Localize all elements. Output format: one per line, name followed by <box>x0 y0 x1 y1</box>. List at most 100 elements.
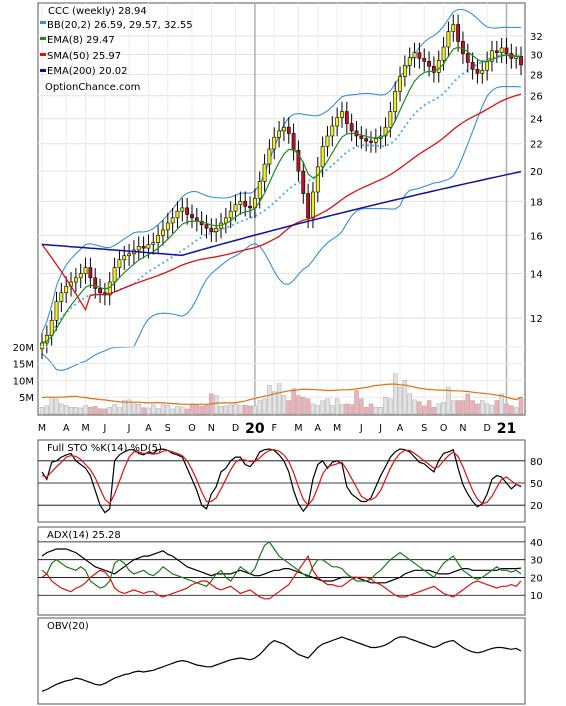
legend-swatch-bb <box>40 21 46 24</box>
candle-body <box>141 245 146 249</box>
volume-bar <box>480 400 485 415</box>
volume-bar <box>359 398 364 415</box>
volume-bar <box>301 397 306 415</box>
ema8-line <box>41 46 522 344</box>
stochastic-panel: 20 50 80 Full STO %K(14) %D(5) <box>37 439 543 523</box>
candle-body <box>393 91 398 112</box>
volume-bar <box>78 407 83 415</box>
volume-bar <box>146 407 151 415</box>
candle-body <box>519 56 523 66</box>
volume-bar <box>504 403 509 415</box>
legend-swatch-sma50 <box>40 53 46 56</box>
volume-bar <box>402 380 408 415</box>
candle-body <box>451 24 456 32</box>
volume-bar <box>513 407 519 415</box>
obv-panel-frame <box>37 617 526 705</box>
volume-bar <box>39 407 45 415</box>
panel-tick-label: 10 <box>530 591 543 602</box>
candle-body <box>296 150 301 172</box>
volume-bar <box>160 404 166 415</box>
volume-bar <box>330 405 335 415</box>
series-line <box>41 636 522 692</box>
volume-bar <box>228 404 233 415</box>
month-label: M <box>81 423 89 434</box>
candle-body <box>315 166 320 193</box>
candle-body <box>311 191 315 219</box>
month-label: N <box>208 423 215 434</box>
volume-bar <box>339 404 345 415</box>
candle-body <box>267 148 272 165</box>
candle-body <box>170 217 175 224</box>
volume-bar <box>455 400 461 415</box>
candle-body <box>117 259 122 268</box>
candle-body <box>446 31 451 48</box>
candle-body <box>214 227 219 233</box>
volume-bar <box>349 404 354 415</box>
candle-body <box>93 277 98 289</box>
candle-body <box>248 205 252 209</box>
price-tick-label: 12 <box>530 314 543 325</box>
series-line <box>41 448 522 514</box>
stochastic-title: Full STO %K(14) %D(5) <box>47 443 162 454</box>
volume-bar <box>378 407 383 415</box>
volume-bar <box>204 405 209 415</box>
candle-body <box>330 125 335 137</box>
candle-body <box>417 52 422 59</box>
series-line <box>41 449 522 507</box>
volume-bar <box>44 405 50 415</box>
volume-bar <box>213 395 219 415</box>
volume-bar <box>388 398 393 415</box>
volume-tick-label: 5M <box>19 393 34 404</box>
panel-tick-label: 50 <box>530 479 543 490</box>
month-axis: M A M J J A S O N D 20 F M A M J J A S O N D 21 <box>38 421 516 437</box>
candle-body <box>243 201 248 207</box>
candle-body <box>286 126 291 134</box>
month-label: 21 <box>497 421 516 437</box>
volume-bar <box>363 407 369 415</box>
candle-body <box>349 123 354 132</box>
volume-bar <box>407 393 412 415</box>
volume-bar <box>155 408 161 415</box>
volume-bar <box>112 404 117 415</box>
candle-body <box>432 65 436 73</box>
candle-body <box>494 50 499 53</box>
volume-bar <box>315 405 320 415</box>
price-tick-label: 20 <box>530 167 543 178</box>
series-line <box>41 548 522 584</box>
month-label: S <box>165 423 171 434</box>
candle-body <box>204 224 209 229</box>
candle-body <box>54 301 59 321</box>
candle-body <box>257 181 262 199</box>
volume-bar <box>286 400 291 415</box>
candle-body <box>465 53 470 63</box>
month-label: M <box>294 423 302 434</box>
candle-body <box>325 135 330 147</box>
legend-bb: BB(20,2) 26.59, 29.57, 32.55 <box>47 20 193 31</box>
legend-ema200: EMA(200) 20.02 <box>47 66 127 77</box>
volume-bar <box>422 405 427 415</box>
volume-bars <box>38 346 525 415</box>
candle-body <box>78 273 83 279</box>
legend-sma50: SMA(50) 25.97 <box>47 51 121 62</box>
obv-line <box>41 636 522 692</box>
legend-swatch-ema8 <box>40 37 46 40</box>
candle-body <box>344 111 349 124</box>
volume-bar <box>102 408 108 415</box>
volume-bar <box>281 395 287 415</box>
candle-body <box>490 50 494 62</box>
candle-body <box>165 222 170 231</box>
obv-title: OBV(20) <box>47 621 89 632</box>
series-line <box>41 541 522 589</box>
candle-body <box>64 285 69 294</box>
volume-bar <box>383 397 388 415</box>
candle-body <box>161 229 165 236</box>
volume-bar <box>509 405 514 415</box>
volume-bar <box>451 400 456 415</box>
candle-body <box>320 146 325 168</box>
obv-panel: OBV(20) <box>37 617 526 705</box>
volume-bar <box>131 402 137 415</box>
price-tick-label: 24 <box>530 115 543 126</box>
candle-body <box>369 140 373 143</box>
volume-bar <box>441 402 446 415</box>
